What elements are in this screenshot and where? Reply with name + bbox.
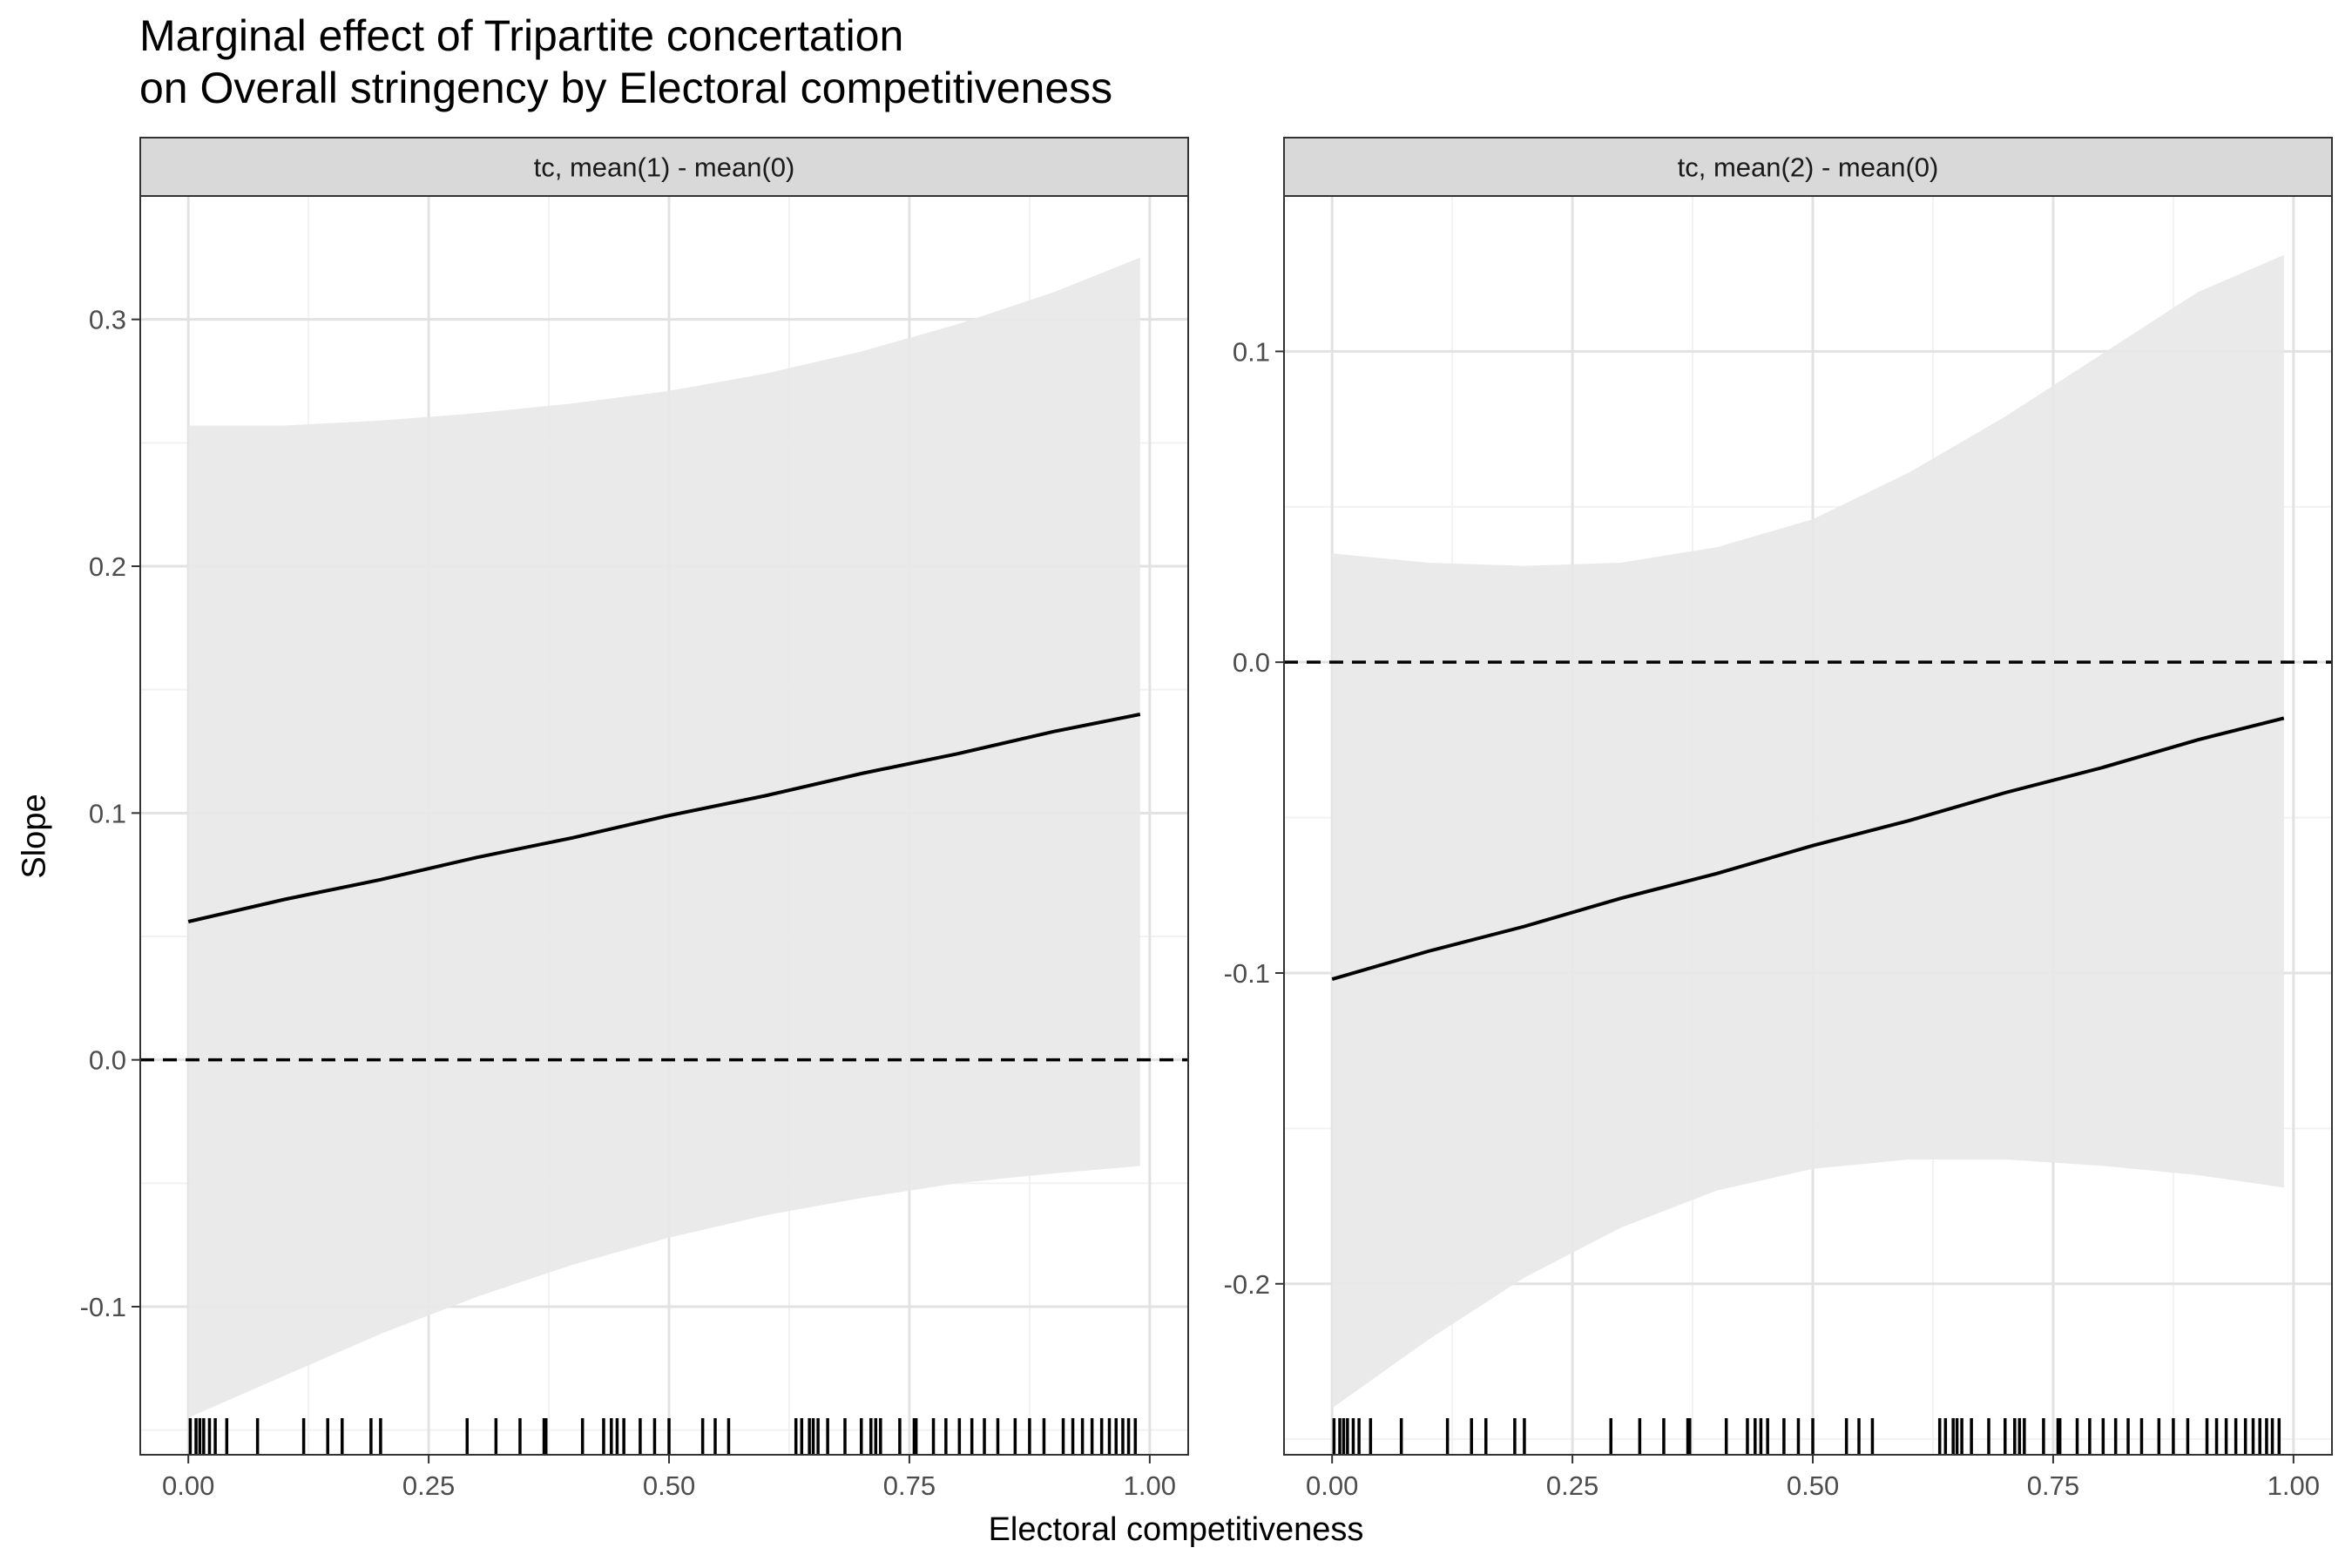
x-tick-label: 1.00 (1124, 1470, 1176, 1501)
y-tick-label: 0.0 (1233, 647, 1270, 678)
x-tick-label: 0.50 (1787, 1470, 1839, 1501)
facet-strip-label: tc, mean(2) - mean(0) (1678, 152, 1939, 183)
x-tick-label: 0.50 (643, 1470, 695, 1501)
marginal-effect-line (1331, 716, 2285, 982)
y-tick-label: 0.2 (89, 551, 126, 582)
marginal-effect-line (187, 713, 1141, 923)
x-tick-label: 0.00 (162, 1470, 214, 1501)
x-tick-label: 0.25 (402, 1470, 455, 1501)
x-tick-label: 0.00 (1306, 1470, 1358, 1501)
x-tick-label: 0.75 (2027, 1470, 2079, 1501)
y-tick-label: 0.1 (1233, 336, 1270, 367)
facet-strip (1283, 137, 2333, 197)
chart-title-line-1: Marginal effect of Tripartite concertati… (139, 11, 904, 60)
x-tick-label: 0.25 (1546, 1470, 1598, 1501)
x-axis-label: Electoral competitiveness (988, 1511, 1364, 1548)
confidence-band (1332, 254, 2284, 1409)
facet-strip (139, 137, 1189, 197)
y-tick-label: 0.3 (89, 305, 126, 335)
y-tick-label: -0.1 (1224, 958, 1270, 989)
facet-strip-label: tc, mean(1) - mean(0) (534, 152, 795, 183)
y-tick-label: -0.1 (80, 1292, 126, 1322)
confidence-band (188, 257, 1140, 1418)
x-tick-label: 1.00 (2268, 1470, 2320, 1501)
y-axis-label: Slope (16, 794, 53, 879)
y-tick-label: 0.0 (89, 1045, 126, 1076)
x-tick-label: 0.75 (883, 1470, 936, 1501)
chart-title-line-2: on Overall stringency by Electoral compe… (139, 64, 1113, 112)
y-tick-label: 0.1 (89, 798, 126, 828)
y-tick-label: -0.2 (1224, 1269, 1270, 1300)
